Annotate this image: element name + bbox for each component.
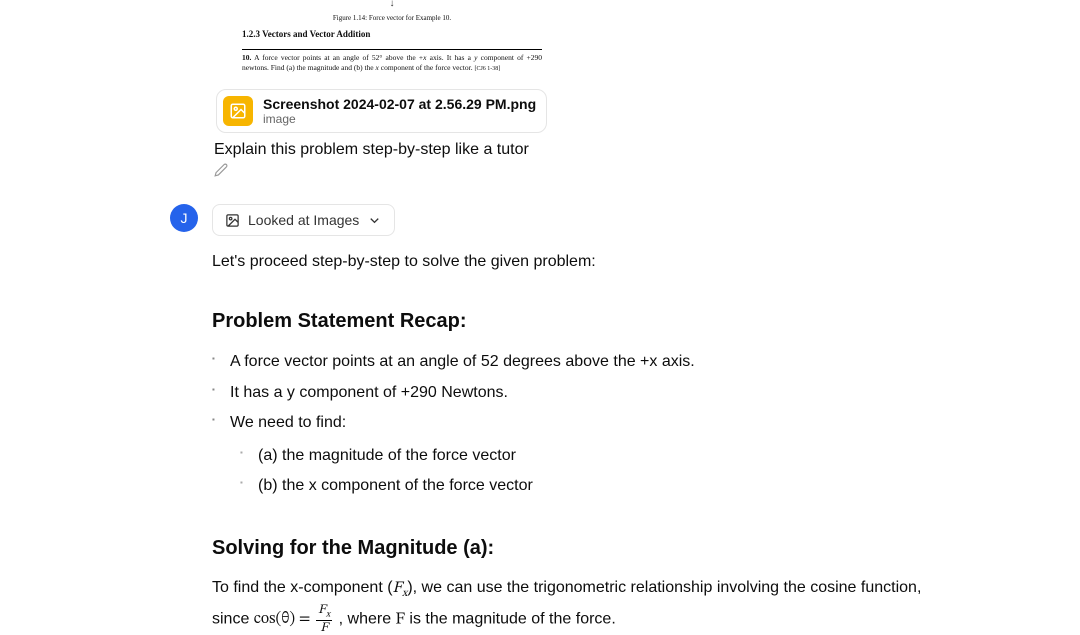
list-item: It has a y component of +290 Newtons. xyxy=(230,378,942,408)
chevron-down-icon xyxy=(367,213,382,228)
intro-text: Let's proceed step-by-step to solve the … xyxy=(212,250,942,274)
edit-icon[interactable] xyxy=(214,164,228,181)
divider xyxy=(242,49,542,50)
citation: [CJ6 1-38] xyxy=(474,66,500,72)
user-prompt: Explain this problem step-by-step like a… xyxy=(214,141,1000,159)
list-item: (a) the magnitude of the force vector xyxy=(258,441,942,471)
textbook-excerpt: ↓ Figure 1.14: Force vector for Example … xyxy=(242,0,542,73)
list-item: (b) the x component of the force vector xyxy=(258,471,942,501)
image-icon xyxy=(225,213,240,228)
attachment-chip[interactable]: Screenshot 2024-02-07 at 2.56.29 PM.png … xyxy=(216,89,547,133)
list-item: We need to find: (a) the magnitude of th… xyxy=(230,408,942,501)
explanation-paragraph: To find the x-component (Fx), we can use… xyxy=(212,574,942,635)
figure-caption: Figure 1.14: Force vector for Example 10… xyxy=(242,14,542,23)
attachment-filename: Screenshot 2024-02-07 at 2.56.29 PM.png xyxy=(263,96,536,112)
attachment-type: image xyxy=(263,112,536,126)
looked-chip-label: Looked at Images xyxy=(248,212,359,228)
assistant-avatar: J xyxy=(170,204,198,232)
textbook-section-title: 1.2.3 Vectors and Vector Addition xyxy=(242,29,542,41)
problem-number: 10. xyxy=(242,53,251,62)
list-item: A force vector points at an angle of 52 … xyxy=(230,347,942,377)
recap-heading: Problem Statement Recap: xyxy=(212,310,942,333)
recap-list: A force vector points at an angle of 52 … xyxy=(212,347,942,501)
looked-at-images-chip[interactable]: Looked at Images xyxy=(212,204,395,236)
image-file-icon xyxy=(223,96,253,126)
solve-heading: Solving for the Magnitude (a): xyxy=(212,537,942,560)
figure-arrow: ↓ xyxy=(242,0,542,8)
problem-text: 10. A force vector points at an angle of… xyxy=(242,53,542,74)
